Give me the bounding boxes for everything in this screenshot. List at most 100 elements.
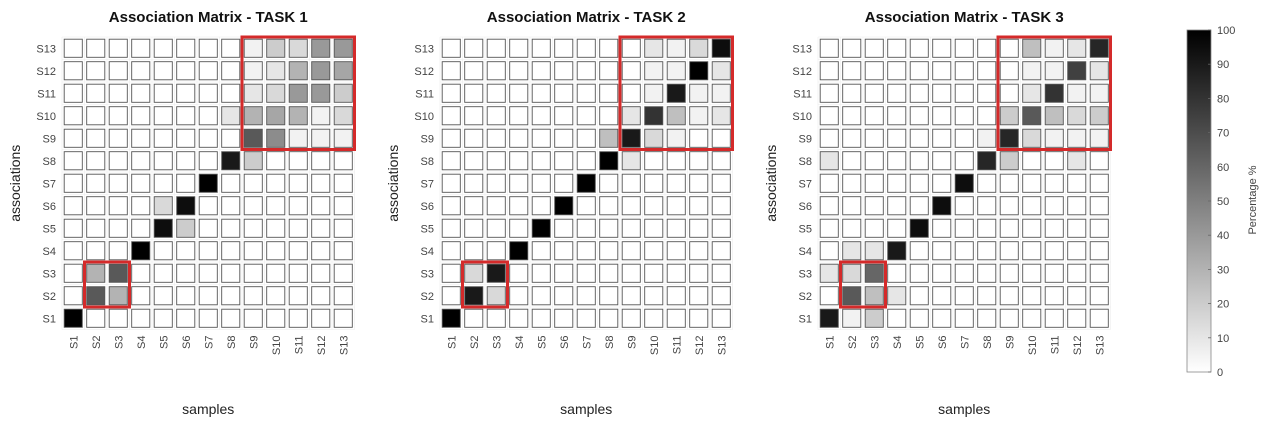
heatmap-cell — [932, 61, 952, 81]
heatmap-cell — [441, 263, 461, 283]
heatmap-cell — [531, 308, 551, 328]
heatmap-cell — [621, 196, 641, 216]
heatmap-cell — [131, 106, 151, 126]
heatmap-cell — [153, 106, 173, 126]
heatmap-cell — [842, 106, 862, 126]
heatmap-cell — [441, 128, 461, 148]
heatmap-cell — [954, 263, 974, 283]
heatmap-cell — [666, 218, 686, 238]
heatmap-cell — [977, 128, 997, 148]
x-tick-label: S1 — [68, 336, 80, 349]
heatmap-cell — [1044, 173, 1064, 193]
heatmap-cell — [864, 151, 884, 171]
y-tick-label: S2 — [421, 291, 434, 303]
heatmap-cell — [509, 196, 529, 216]
heatmap-cell — [599, 151, 619, 171]
heatmap-cell — [842, 263, 862, 283]
heatmap-cell — [266, 106, 286, 126]
heatmap-panel-task-2: Association Matrix - TASK 2S13S12S11S10S… — [385, 9, 734, 417]
heatmap-cell — [1022, 308, 1042, 328]
heatmap-cell — [644, 218, 664, 238]
heatmap-cell — [266, 308, 286, 328]
heatmap-cell — [198, 61, 218, 81]
heatmap-cell — [621, 173, 641, 193]
highlight-box — [996, 35, 1112, 151]
heatmap-cell — [576, 61, 596, 81]
heatmap-cell — [311, 308, 331, 328]
heatmap-cell — [977, 106, 997, 126]
heatmap-cell — [909, 83, 929, 103]
heatmap-cell — [1022, 196, 1042, 216]
heatmap-cell — [1044, 83, 1064, 103]
x-tick-label: S3 — [869, 336, 881, 349]
x-tick-label: S11 — [671, 336, 683, 355]
heatmap-cell — [1067, 196, 1087, 216]
heatmap-cell — [198, 38, 218, 58]
heatmap-cell — [63, 218, 83, 238]
heatmap-cell — [554, 128, 574, 148]
x-tick-label: S12 — [316, 336, 328, 356]
heatmap-cell — [464, 151, 484, 171]
heatmap-cell — [509, 61, 529, 81]
heatmap-cell — [266, 38, 286, 58]
y-tick-labels: S13 S12 S11 S10 S9 S8 S7 S6 S5 S4 S3 S2 S1 — [414, 43, 434, 325]
x-tick-label: S2 — [91, 336, 103, 349]
heatmap-cell — [63, 151, 83, 171]
heatmap-cell — [599, 83, 619, 103]
heatmap-cell — [666, 241, 686, 261]
heatmap-cell — [153, 38, 173, 58]
heatmap-cell — [554, 218, 574, 238]
heatmap-cell — [999, 241, 1019, 261]
heatmap-cell — [554, 61, 574, 81]
heatmap-cell — [644, 286, 664, 306]
heatmap-cell — [333, 83, 353, 103]
heatmap-cell — [509, 173, 529, 193]
heatmap-cell — [887, 83, 907, 103]
heatmap-cell — [311, 263, 331, 283]
heatmap-cell — [621, 151, 641, 171]
heatmap-cell — [441, 83, 461, 103]
heatmap-cell — [819, 308, 839, 328]
heatmap-cell — [711, 286, 731, 306]
heatmap-cell — [198, 173, 218, 193]
heatmap-cell — [221, 128, 241, 148]
heatmap-cell — [1089, 218, 1109, 238]
heatmap-cell — [554, 38, 574, 58]
heatmap-cell — [999, 263, 1019, 283]
heatmap-cell — [711, 83, 731, 103]
heatmap-cell — [131, 196, 151, 216]
x-tick-label: S8 — [604, 336, 616, 349]
heatmap-cell — [887, 61, 907, 81]
heatmap-cell — [599, 241, 619, 261]
heatmap-cell — [909, 218, 929, 238]
heatmap-cell — [666, 151, 686, 171]
heatmap-cell — [932, 263, 952, 283]
x-tick-labels: S1 S2 S3 S4 S5 S6 S7 S8 S9 S10 S11 S12 S13 — [824, 336, 1106, 356]
heatmap-cell — [486, 151, 506, 171]
heatmap-cell — [1022, 151, 1042, 171]
heatmap-cell — [221, 61, 241, 81]
heatmap-cell — [621, 218, 641, 238]
y-axis-label: associations — [385, 145, 401, 222]
heatmap-cell — [576, 38, 596, 58]
heatmap-cell — [1089, 196, 1109, 216]
heatmap-cell — [221, 263, 241, 283]
heatmap-cell — [1044, 61, 1064, 81]
heatmap-cell — [531, 286, 551, 306]
y-tick-label: S4 — [421, 246, 434, 258]
heatmap-cell — [977, 151, 997, 171]
heatmap-cell — [108, 286, 128, 306]
heatmap-cell — [108, 151, 128, 171]
heatmap-cell — [711, 106, 731, 126]
heatmap-cell — [333, 196, 353, 216]
heatmap-cell — [531, 83, 551, 103]
heatmap-cell — [486, 38, 506, 58]
heatmap-cell — [999, 196, 1019, 216]
heatmap-cell — [1067, 151, 1087, 171]
y-tick-label: S11 — [415, 88, 434, 100]
heatmap-cell — [108, 61, 128, 81]
heatmap-cell — [909, 196, 929, 216]
heatmap-cell — [999, 151, 1019, 171]
heatmap-cell — [576, 218, 596, 238]
